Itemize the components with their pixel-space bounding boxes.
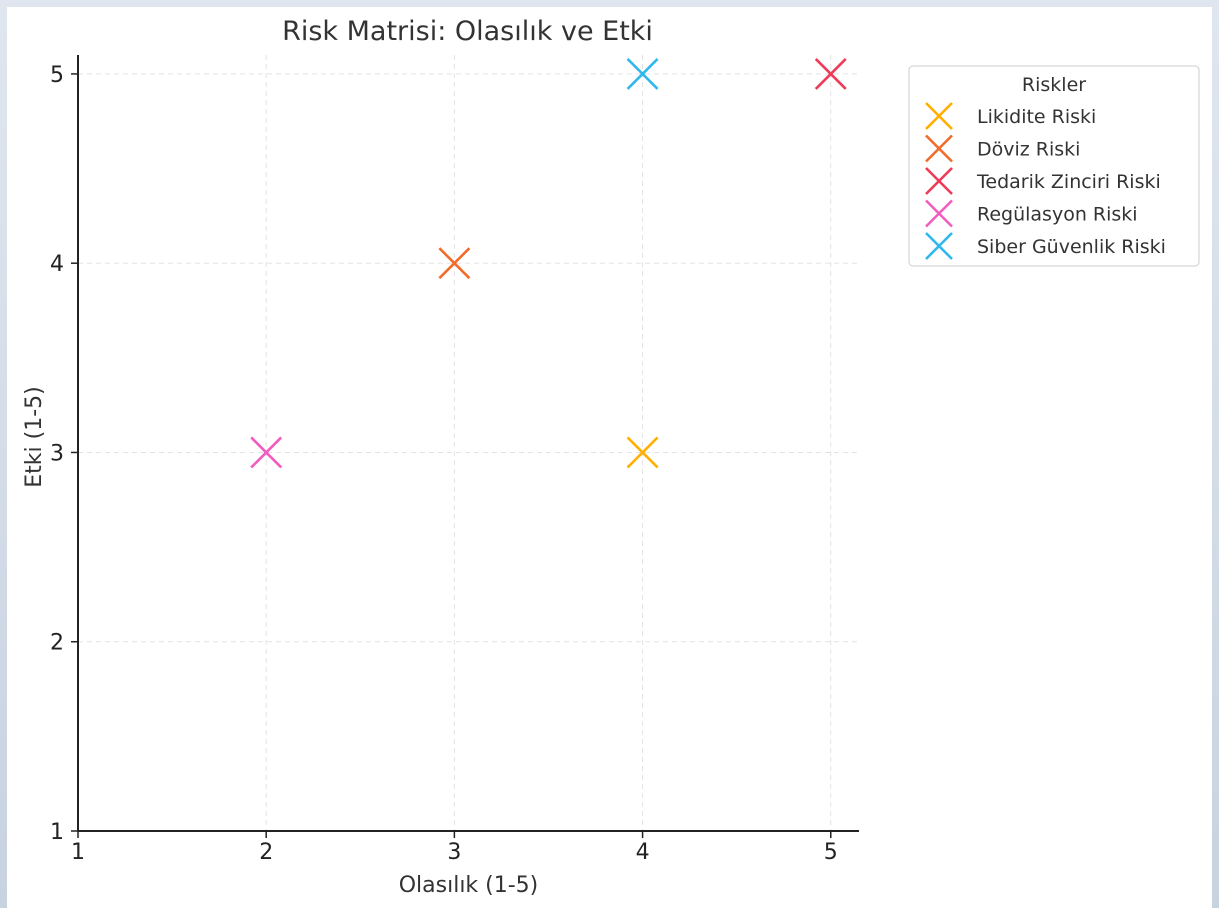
legend-marker-stroke bbox=[925, 102, 953, 130]
y-tick-label: 2 bbox=[50, 631, 64, 656]
legend-title: Riskler bbox=[1022, 74, 1086, 96]
x-marker-stroke bbox=[626, 58, 659, 90]
y-tick-label: 4 bbox=[50, 252, 64, 277]
legend-item: Tedarik Zinciri Riski bbox=[925, 167, 1161, 195]
legend-item: Likidite Riski bbox=[925, 102, 1096, 130]
grid bbox=[78, 55, 859, 831]
legend-marker-stroke bbox=[925, 167, 953, 195]
legend-item: Döviz Riski bbox=[925, 134, 1080, 163]
x-marker-stroke bbox=[626, 436, 659, 469]
legend-label: Tedarik Zinciri Riski bbox=[976, 171, 1161, 193]
figure-canvas: 1 2 3 4 5 1 2 3 4 5 Risk Matrisi: Olasılık ve Etk… bbox=[7, 7, 1212, 908]
data-point bbox=[250, 436, 283, 469]
chart-title: Risk Matrisi: Olasılık ve Etki bbox=[282, 16, 653, 47]
x-axis-title: Olasılık (1-5) bbox=[399, 873, 539, 898]
x-marker-stroke bbox=[438, 247, 471, 280]
data-point bbox=[626, 58, 659, 90]
y-tick-label: 1 bbox=[50, 820, 64, 845]
x-tick-label: 5 bbox=[824, 840, 838, 865]
x-tick-label: 3 bbox=[447, 840, 461, 865]
x-marker-stroke bbox=[250, 436, 283, 469]
legend-label: Regülasyon Riski bbox=[977, 204, 1138, 226]
legend-item: Regülasyon Riski bbox=[925, 199, 1138, 228]
legend: Riskler Likidite Riski Döviz Riski Tedarik… bbox=[908, 65, 1200, 267]
legend-marker-stroke bbox=[925, 232, 953, 260]
y-axis-title: Etki (1-5) bbox=[22, 386, 47, 487]
y-tick-label: 3 bbox=[50, 441, 64, 466]
legend-box bbox=[908, 65, 1200, 267]
x-marker-stroke bbox=[814, 58, 847, 90]
data-point bbox=[626, 436, 659, 469]
legend-marker-stroke bbox=[925, 199, 953, 228]
legend-label: Döviz Riski bbox=[977, 139, 1080, 161]
scatter-chart: 1 2 3 4 5 1 2 3 4 5 Risk Matrisi: Olasılık ve Etk… bbox=[22, 16, 1200, 898]
axes bbox=[77, 55, 859, 832]
data-point bbox=[438, 247, 471, 280]
ticks: 1 2 3 4 5 1 2 3 4 5 bbox=[50, 63, 838, 865]
data-points bbox=[250, 58, 847, 469]
x-tick-label: 1 bbox=[71, 840, 85, 865]
legend-label: Siber Güvenlik Riski bbox=[977, 236, 1166, 258]
legend-item: Siber Güvenlik Riski bbox=[925, 232, 1166, 260]
legend-marker-stroke bbox=[925, 134, 953, 163]
data-point bbox=[814, 58, 847, 90]
x-tick-label: 2 bbox=[259, 840, 273, 865]
x-tick-label: 4 bbox=[636, 840, 650, 865]
y-tick-label: 5 bbox=[50, 63, 64, 88]
legend-label: Likidite Riski bbox=[977, 106, 1096, 128]
legend-items: Likidite Riski Döviz Riski Tedarik Zinciri… bbox=[925, 102, 1166, 260]
